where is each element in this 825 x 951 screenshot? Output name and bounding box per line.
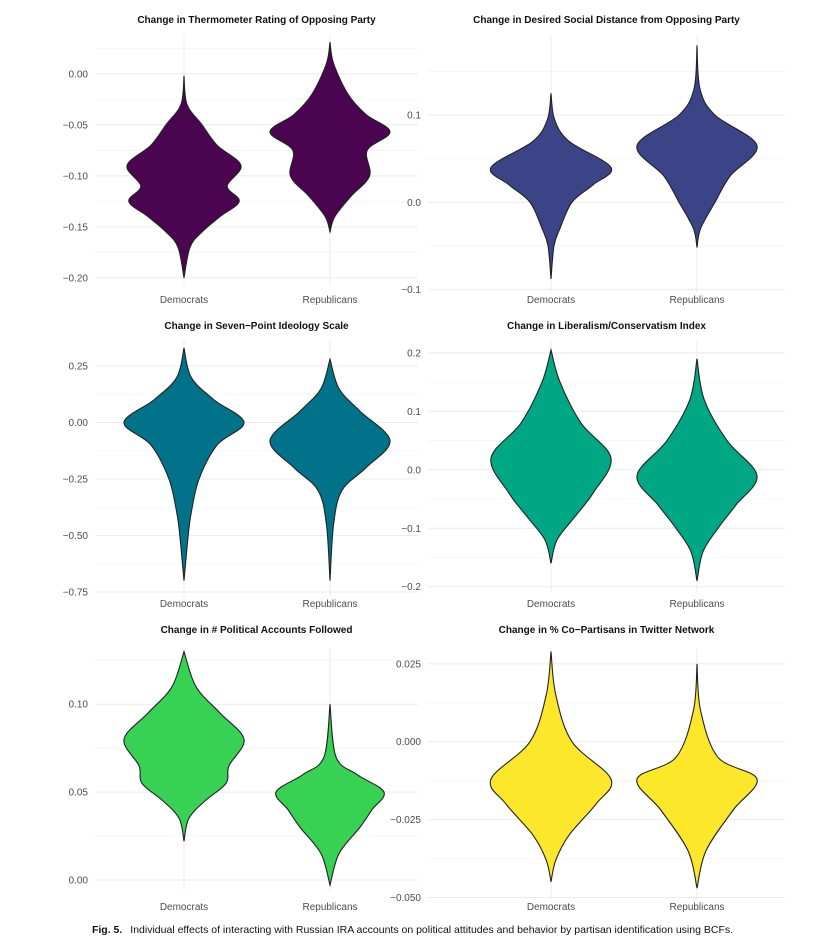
y-tick-label: 0.2 [407, 348, 421, 359]
panel-title: Change in Thermometer Rating of Opposing… [137, 15, 376, 26]
panel-title: Change in Liberalism/Conservatism Index [507, 321, 706, 332]
y-tick-label: 0.05 [69, 788, 89, 799]
y-tick-label: 0.1 [407, 111, 421, 122]
panel-title: Change in Desired Social Distance from O… [473, 15, 740, 26]
panel-title: Change in Seven−Point Ideology Scale [164, 321, 349, 332]
panel-5: 0.10 0.05 0.00 Change in # Political Accoun… [69, 625, 418, 913]
violin-republicans [269, 357, 391, 581]
y-tick-label: 0.0 [407, 465, 421, 476]
panel-title: Change in # Political Accounts Followed [161, 625, 353, 636]
violin-democrats [123, 649, 245, 842]
x-tick-label: Republicans [669, 902, 724, 913]
y-tick-label: 0.00 [69, 69, 89, 80]
x-tick-label: Democrats [160, 599, 208, 610]
y-tick-label: 0.1 [407, 407, 421, 418]
violin-democrats [126, 75, 242, 278]
panel-6: 0.025 0.000 −0.025 −0.050 Change in % Co−Par… [390, 625, 785, 913]
y-tick-label: −0.10 [63, 171, 89, 182]
violin-democrats [489, 93, 613, 279]
y-tick-label: 0.25 [69, 361, 89, 372]
violin-chart-grid: 0.00 −0.05 −0.10 −0.15 −0.20 Change in Thermo… [63, 15, 785, 913]
y-tick-label: −0.025 [390, 815, 421, 826]
y-tick-label: 0.000 [396, 737, 421, 748]
y-tick-label: −0.1 [401, 524, 421, 535]
panel-title: Change in % Co−Partisans in Twitter Netw… [499, 625, 715, 636]
x-tick-label: Democrats [527, 902, 575, 913]
violin-democrats [489, 651, 613, 882]
y-tick-label: 0.00 [69, 418, 89, 429]
y-tick-label: −0.75 [63, 588, 89, 599]
caption-text: Individual effects of interacting with R… [130, 924, 734, 936]
y-tick-label: −0.50 [63, 531, 89, 542]
y-tick-label: −0.1 [401, 285, 421, 296]
violin-democrats [123, 347, 245, 581]
panel-4: 0.2 0.1 0.0 −0.1 −0.2 Change in Liberalism/Co… [401, 321, 785, 610]
caption-label: Fig. 5. [91, 924, 123, 936]
x-tick-label: Democrats [527, 599, 575, 610]
x-tick-label: Republicans [302, 902, 357, 913]
x-tick-label: Republicans [669, 599, 724, 610]
y-tick-label: 0.10 [69, 700, 89, 711]
y-tick-label: −0.05 [63, 120, 89, 131]
x-tick-label: Democrats [160, 902, 208, 913]
y-tick-label: −0.25 [63, 475, 89, 486]
x-tick-label: Republicans [669, 295, 724, 306]
x-tick-label: Democrats [527, 295, 575, 306]
violin-republicans [275, 704, 385, 888]
y-tick-label: 0.0 [407, 198, 421, 209]
y-tick-label: −0.2 [401, 582, 421, 593]
y-tick-label: −0.050 [390, 893, 421, 904]
violin-democrats [490, 347, 612, 564]
figure-caption: Fig. 5. Individual effects of interacting… [0, 924, 825, 936]
violin-republicans [269, 42, 391, 234]
y-tick-label: 0.025 [396, 659, 421, 670]
panel-1: 0.00 −0.05 −0.10 −0.15 −0.20 Change in Thermo… [63, 15, 418, 306]
x-tick-label: Republicans [302, 295, 357, 306]
violin-republicans [636, 663, 758, 889]
violin-republicans [636, 45, 758, 248]
x-tick-label: Republicans [302, 599, 357, 610]
x-tick-label: Democrats [160, 295, 208, 306]
y-tick-label: 0.00 [69, 875, 89, 886]
panel-2: 0.1 0.0 −0.1 Change in Desired Social Dista… [401, 15, 785, 306]
violin-republicans [636, 358, 758, 582]
y-tick-label: −0.20 [63, 273, 89, 284]
y-tick-label: −0.15 [63, 222, 89, 233]
panel-3: 0.25 0.00 −0.25 −0.50 −0.75 Change in Seven−P… [63, 321, 418, 610]
